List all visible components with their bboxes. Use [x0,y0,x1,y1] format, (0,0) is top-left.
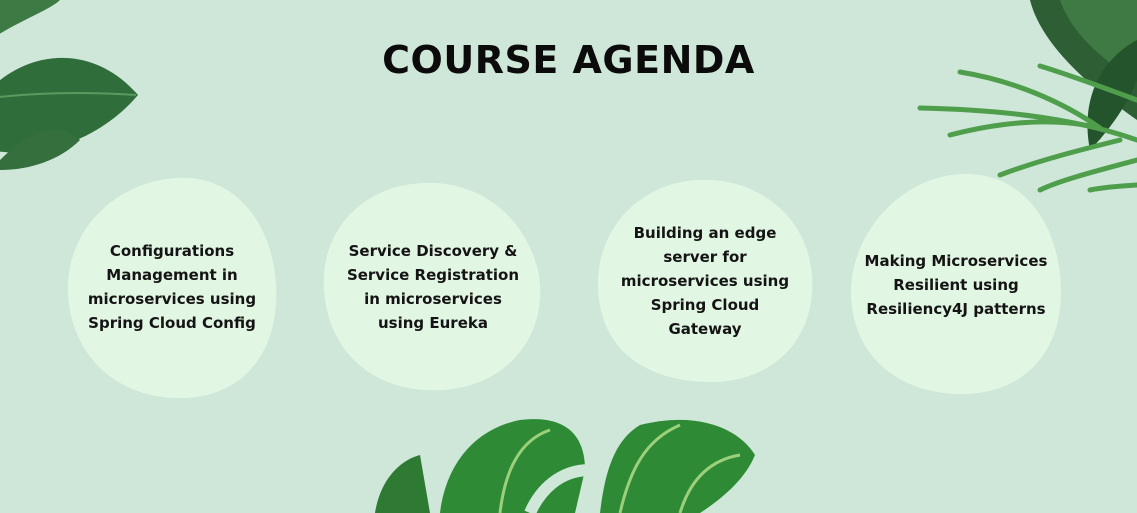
agenda-label: Making Microservices Resilient using Res… [864,252,1048,318]
page-title: COURSE AGENDA [382,38,755,82]
agenda-card-eureka: Service Discovery & Service Registration… [322,180,544,394]
agenda-card-config: Configurations Management in microservic… [66,174,278,400]
top-right-leaf-icon [917,0,1137,193]
blob-shape [851,173,1061,395]
blob-shape [67,177,277,399]
blob-shape [323,182,541,391]
agenda-card-resilience: Making Microservices Resilient using Res… [849,172,1063,398]
monstera-leaf-icon [375,419,755,513]
agenda-label: Service Discovery & Service Registration… [346,242,520,332]
agenda-label: Configurations Management in microservic… [87,242,257,332]
agenda-card-gateway: Building an edge server for microservice… [596,176,814,386]
agenda-label: Building an edge server for microservice… [620,224,790,338]
blob-shape [598,179,813,383]
top-left-leaf-icon [0,0,138,170]
